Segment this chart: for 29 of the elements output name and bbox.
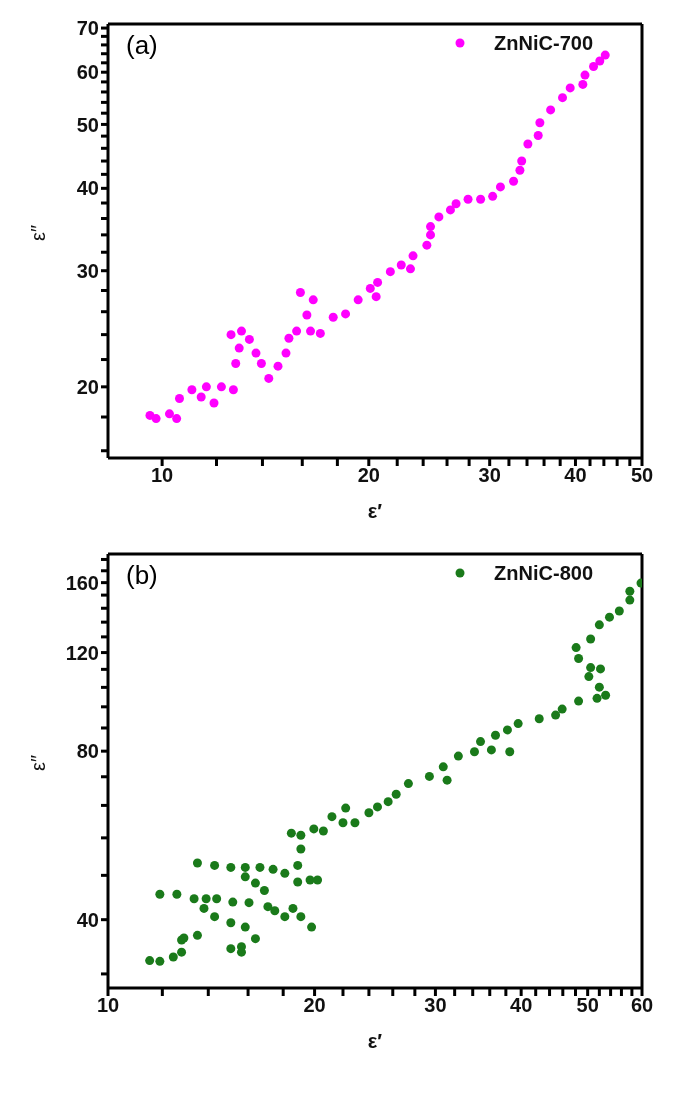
- x-tick-label: 20: [357, 464, 380, 487]
- y-tick-label: 40: [76, 177, 99, 200]
- y-tick-label: 40: [76, 908, 99, 931]
- y-tick-label: 70: [76, 17, 99, 40]
- y-tick-label: 50: [76, 113, 99, 136]
- legend-label: ZnNiC-800: [494, 561, 593, 586]
- y-tick-label: 80: [76, 740, 99, 763]
- y-tick-label: 20: [76, 375, 99, 398]
- x-tick-label: 60: [630, 994, 654, 1017]
- x-axis-title: ε′: [367, 1030, 383, 1052]
- chart-title: (b): [126, 560, 158, 591]
- chart-title: (a): [126, 30, 158, 61]
- x-tick-label: 20: [303, 994, 326, 1017]
- x-axis-title: ε′: [367, 500, 383, 522]
- x-tick-label: 30: [424, 994, 447, 1017]
- x-tick-label: 40: [564, 464, 587, 487]
- y-axis-title: ε″: [27, 225, 50, 241]
- y-tick-label: 120: [65, 641, 99, 664]
- x-tick-label: 30: [478, 464, 501, 487]
- x-tick-label: 40: [510, 994, 533, 1017]
- x-tick-label: 10: [96, 994, 120, 1017]
- x-tick-label: 50: [576, 994, 599, 1017]
- y-tick-label: 30: [76, 259, 99, 282]
- y-tick-label: 60: [76, 61, 99, 84]
- y-axis-title: ε″: [27, 755, 50, 771]
- x-tick-label: 50: [630, 464, 654, 487]
- x-tick-label: 10: [151, 464, 174, 487]
- legend-label: ZnNiC-700: [494, 31, 593, 56]
- y-tick-label: 160: [65, 571, 99, 594]
